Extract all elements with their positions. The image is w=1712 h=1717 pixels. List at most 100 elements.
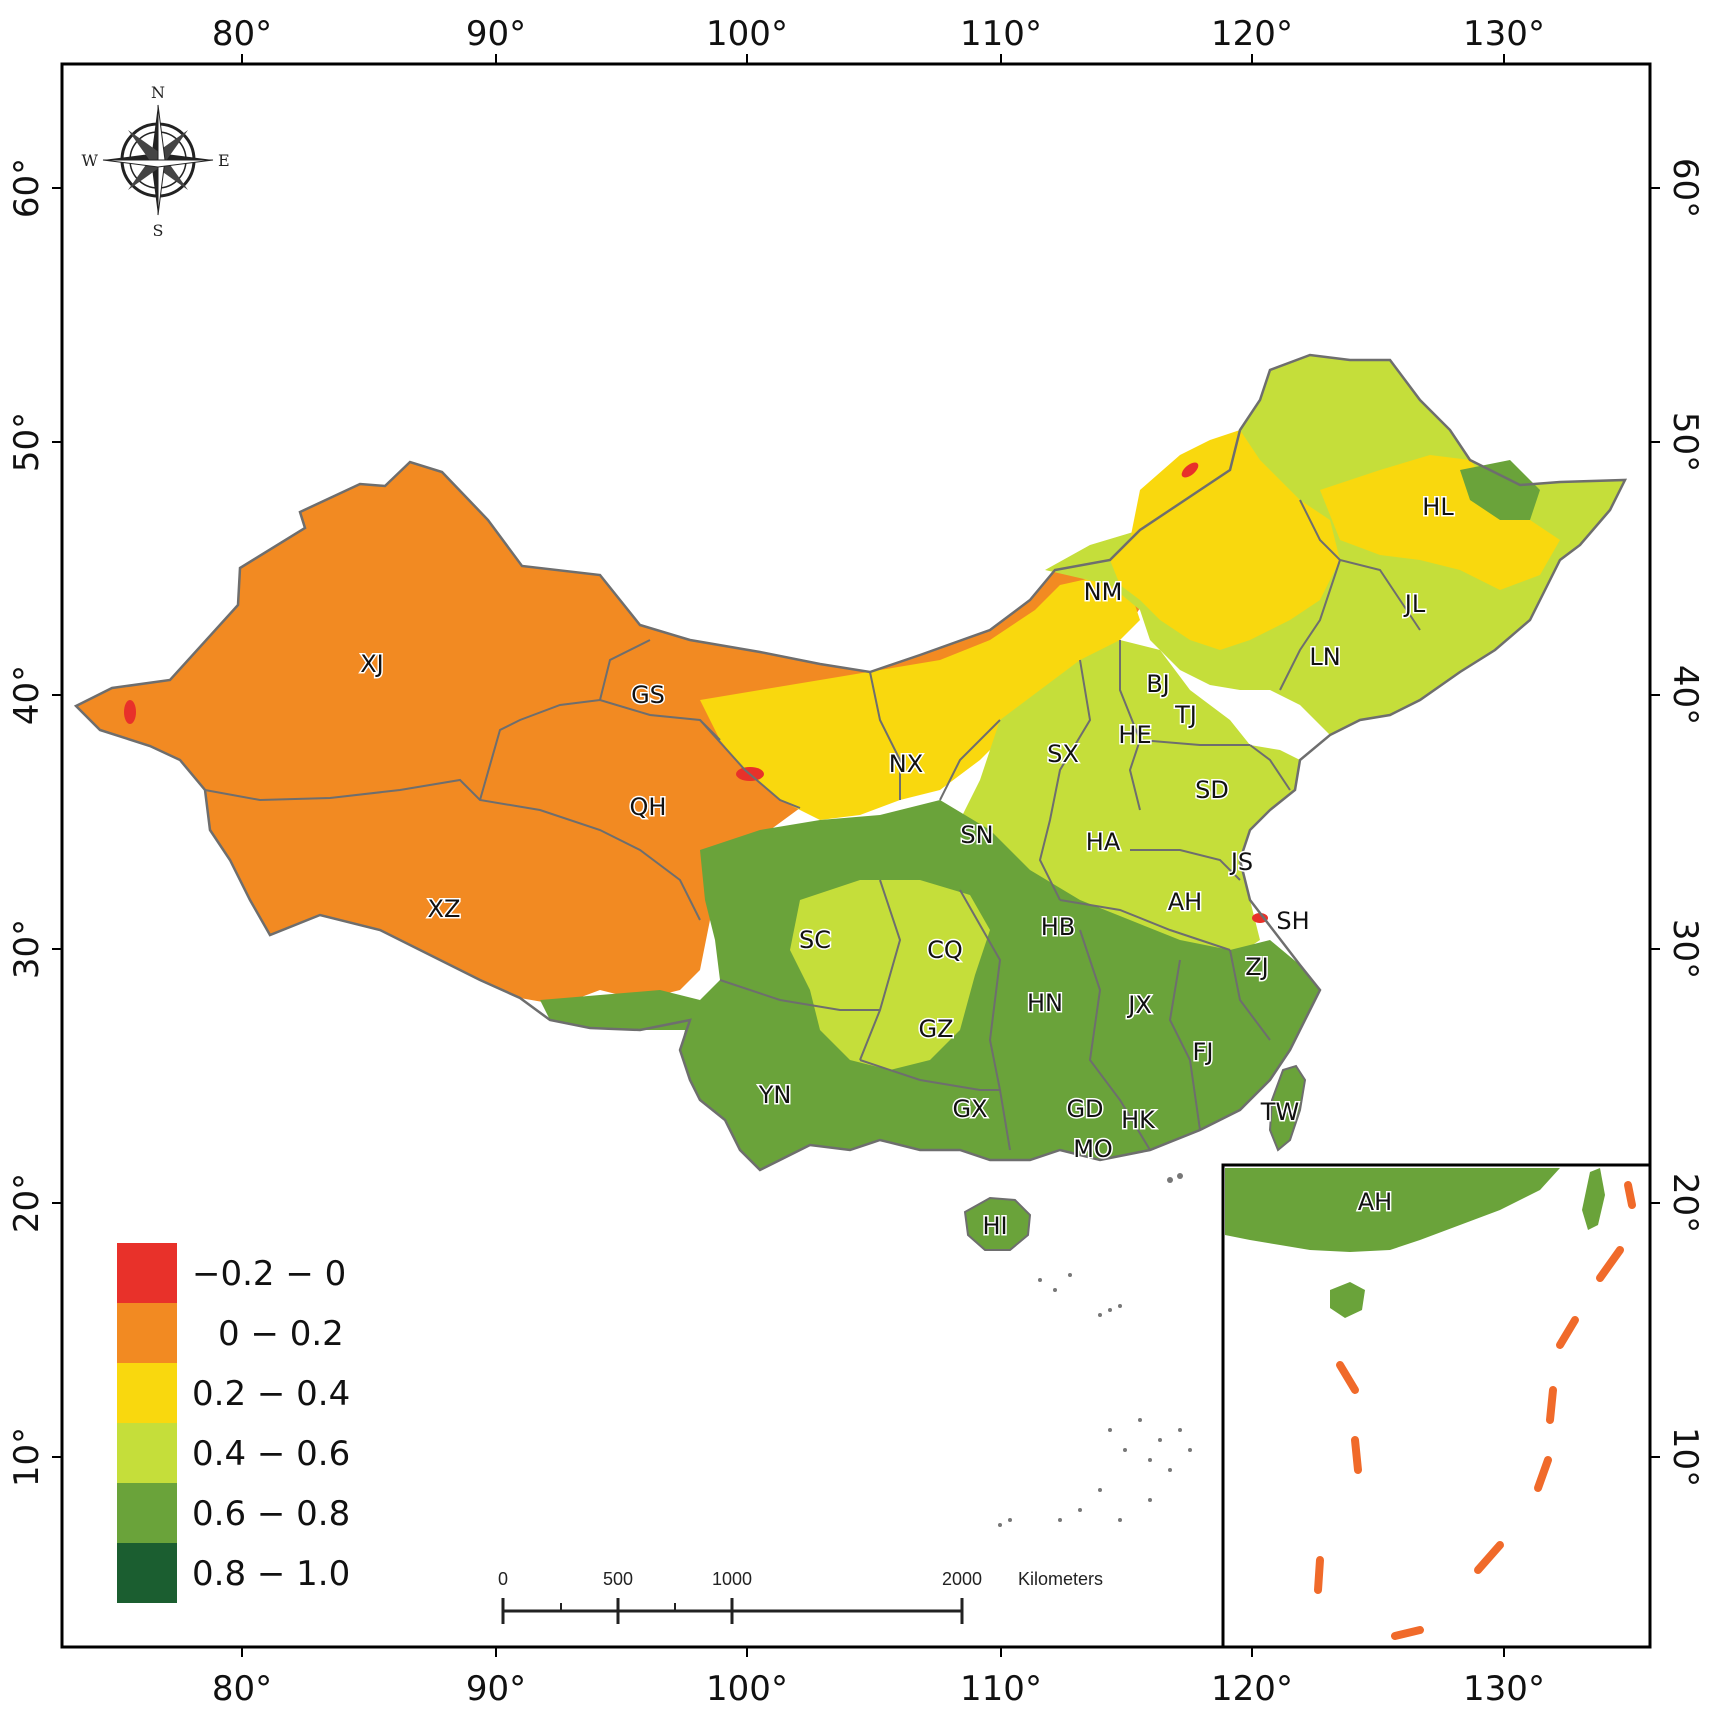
compass-rose-icon: N S W E: [82, 83, 230, 240]
region-nm-yellow: [1110, 430, 1340, 650]
legend-swatch-1: [117, 1303, 177, 1363]
label-bj: BJ: [1146, 670, 1170, 698]
label-sx: SX: [1047, 740, 1079, 768]
taiwan-island: [1268, 1064, 1307, 1152]
legend-swatch-5: [117, 1543, 177, 1603]
label-zj: ZJ: [1245, 953, 1269, 981]
legend-swatch-2: [117, 1363, 177, 1423]
label-gs: GS: [631, 681, 665, 709]
lat-tick-right-40: 40°: [1665, 665, 1705, 725]
lat-tick-left-60: 60°: [7, 158, 47, 218]
lon-tick-bottom-80: 80°: [212, 1669, 272, 1709]
province-labels: XJ XZ QH GS NM NX SN SC CQ YN GZ GX GD H…: [359, 492, 1456, 1242]
label-sn: SN: [960, 821, 993, 849]
region-north-yellow: [700, 575, 1140, 820]
lat-tick-left-10: 10°: [7, 1427, 47, 1487]
label-hk: HK: [1121, 1106, 1156, 1134]
label-hl: HL: [1422, 493, 1454, 521]
label-hb: HB: [1041, 913, 1076, 941]
lon-tick-top-120: 120°: [1211, 14, 1293, 54]
compass-w: W: [82, 151, 99, 170]
legend-label-3: 0.4 − 0.6: [192, 1434, 350, 1474]
lat-tick-left-30: 30°: [7, 919, 47, 979]
legend-swatch-0: [117, 1243, 177, 1303]
lon-tick-bottom-100: 100°: [706, 1669, 788, 1709]
lat-tick-left-50: 50°: [7, 412, 47, 472]
lat-tick-right-10: 10°: [1665, 1427, 1705, 1487]
scale-label-0: 0: [498, 1569, 508, 1589]
graticule-ticks: [52, 54, 1660, 1657]
label-sd: SD: [1195, 776, 1229, 804]
label-ha: HA: [1086, 828, 1121, 856]
lat-tick-right-60: 60°: [1665, 158, 1705, 218]
lon-tick-bottom-90: 90°: [466, 1669, 526, 1709]
hainan-island: [963, 1196, 1032, 1251]
label-tw: TW: [1260, 1098, 1299, 1126]
legend-swatch-3: [117, 1423, 177, 1483]
lat-tick-left-40: 40°: [7, 665, 47, 725]
label-ah: AH: [1168, 888, 1202, 916]
label-gd: GD: [1066, 1095, 1103, 1123]
label-yn: YN: [758, 1081, 792, 1109]
scale-unit: Kilometers: [1018, 1569, 1103, 1589]
lon-tick-bottom-110: 110°: [960, 1669, 1042, 1709]
red-patch-xj: [124, 700, 136, 724]
legend-label-1: 0 − 0.2: [218, 1314, 344, 1354]
legend-label-0: −0.2 − 0: [192, 1254, 346, 1294]
label-he: HE: [1118, 721, 1151, 749]
lat-tick-right-30: 30°: [1665, 919, 1705, 979]
compass-e: E: [218, 151, 230, 170]
inset-mainland: [1225, 1168, 1560, 1252]
label-ln: LN: [1309, 643, 1340, 671]
inset-hainan: [1330, 1282, 1365, 1318]
label-xj: XJ: [360, 650, 384, 678]
lon-tick-bottom-120: 120°: [1211, 1669, 1293, 1709]
region-tibet-south-green: [540, 990, 700, 1030]
region-hl-green: [1460, 460, 1540, 520]
south-china-sea-islands: [998, 1173, 1192, 1527]
label-nx: NX: [889, 750, 923, 778]
region-west-orange: [76, 462, 1145, 1005]
legend: −0.2 − 0 0 − 0.2 0.2 − 0.4 0.4 − 0.6 0.6…: [117, 1243, 350, 1603]
inset-taiwan: [1582, 1168, 1605, 1230]
lon-tick-top-130: 130°: [1463, 14, 1545, 54]
label-tj: TJ: [1174, 701, 1197, 729]
lon-tick-top-90: 90°: [466, 14, 526, 54]
nine-dash-line: [1314, 1181, 1636, 1640]
province-boundaries: [204, 499, 1421, 1151]
legend-swatch-4: [117, 1483, 177, 1543]
scale-label-2000: 2000: [942, 1569, 982, 1589]
compass-s: S: [153, 221, 164, 240]
compass-n: N: [151, 83, 165, 102]
label-hn: HN: [1027, 989, 1063, 1017]
label-nm: NM: [1084, 578, 1123, 606]
red-patch-sh: [1252, 913, 1268, 923]
lon-tick-bottom-130: 130°: [1463, 1669, 1545, 1709]
south-china-sea-inset: AH: [1221, 1163, 1652, 1649]
china-landmass: [73, 353, 1628, 1527]
label-gx: GX: [952, 1095, 987, 1123]
label-js: JS: [1229, 848, 1253, 876]
scale-label-500: 500: [603, 1569, 633, 1589]
label-jx: JX: [1126, 991, 1152, 1019]
region-hl-yellow: [1320, 455, 1560, 590]
scale-bar: 0 500 1000 2000 Kilometers: [498, 1569, 1103, 1624]
scale-label-1000: 1000: [712, 1569, 752, 1589]
legend-label-4: 0.6 − 0.8: [192, 1494, 350, 1534]
legend-label-2: 0.2 − 0.4: [192, 1374, 350, 1414]
lat-tick-right-50: 50°: [1665, 412, 1705, 472]
label-gz: GZ: [918, 1015, 953, 1043]
lon-tick-top-100: 100°: [706, 14, 788, 54]
label-mo: MO: [1073, 1135, 1113, 1163]
lat-tick-right-20: 20°: [1665, 1173, 1705, 1233]
label-xz: XZ: [428, 895, 461, 923]
lon-tick-top-80: 80°: [212, 14, 272, 54]
inset-label: AH: [1358, 1188, 1392, 1216]
red-patch-nm: [1181, 462, 1199, 478]
label-cq: CQ: [927, 936, 963, 964]
label-qh: QH: [630, 793, 667, 821]
lon-tick-top-110: 110°: [960, 14, 1042, 54]
legend-label-5: 0.8 − 1.0: [192, 1554, 350, 1594]
label-jl: JL: [1403, 590, 1426, 618]
